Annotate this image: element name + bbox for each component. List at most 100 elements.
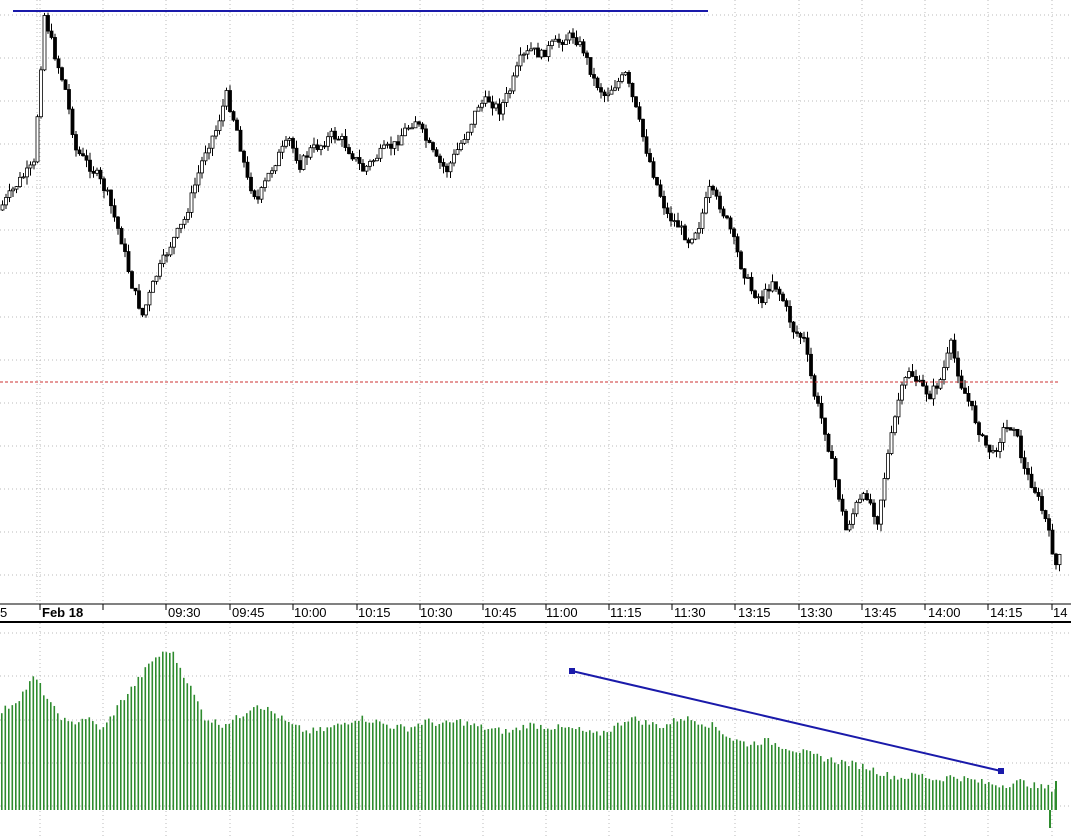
indicator-bar (1047, 784, 1050, 810)
candle (879, 499, 883, 532)
indicator-bar (1009, 787, 1011, 810)
indicator-bar (53, 705, 56, 810)
indicator-bar (316, 730, 318, 810)
candle (942, 360, 946, 385)
indicator-bar (918, 774, 920, 810)
indicator-bar (435, 725, 437, 810)
indicator-bar (711, 722, 714, 810)
candle (60, 66, 64, 82)
indicator-bar (452, 722, 455, 810)
indicator-bar (158, 656, 161, 810)
candle (935, 382, 939, 395)
candle (756, 293, 761, 304)
indicator-bar (1002, 785, 1004, 810)
indicator-bar (428, 718, 430, 810)
candle (606, 87, 610, 102)
candle (151, 280, 155, 293)
candle (1019, 430, 1023, 464)
indicator-bar (526, 728, 528, 810)
indicator-bar (669, 724, 672, 810)
candle (1054, 552, 1058, 570)
price-chart[interactable]: 5 Feb 18 09:30 09:45 10:00 10:15 10:30 10:45 11:… (0, 0, 1071, 620)
trend-line-handle[interactable] (998, 768, 1004, 774)
indicator-bar (991, 784, 994, 810)
indicator-bar (414, 726, 416, 810)
indicator-bar (561, 727, 563, 810)
indicator-bar (603, 730, 605, 810)
indicator-bar (148, 663, 150, 810)
candle (389, 136, 393, 156)
indicator-bar (795, 752, 798, 810)
indicator-bar (113, 715, 115, 810)
panel-divider[interactable] (0, 621, 1071, 623)
indicator-bar (515, 727, 518, 810)
indicator-bar (459, 719, 462, 810)
indicator-bar (680, 719, 682, 810)
candle (133, 287, 138, 296)
candle (896, 392, 901, 425)
candle (700, 208, 705, 234)
indicator-annotations[interactable] (569, 668, 1004, 774)
candle (914, 369, 918, 387)
candle (522, 52, 526, 63)
indicator-bar (732, 740, 735, 810)
candle (977, 420, 981, 442)
candle (28, 161, 33, 176)
indicator-bar (592, 732, 595, 810)
indicator-bar (319, 727, 322, 810)
candle (721, 206, 726, 219)
indicator-bar (631, 717, 633, 810)
price-grid (0, 0, 1071, 604)
candle (140, 307, 145, 318)
candle (819, 395, 824, 424)
candle (749, 272, 754, 295)
candle (392, 141, 397, 156)
candle (641, 118, 645, 142)
indicator-bar (627, 721, 630, 810)
candle (427, 137, 432, 144)
candle (329, 128, 334, 144)
indicator-bar (620, 725, 623, 810)
indicator-trend-line[interactable] (571, 670, 1002, 772)
candle (336, 136, 341, 141)
candle (434, 147, 439, 157)
indicator-bar (123, 700, 126, 810)
price-annotations[interactable] (0, 10, 1058, 383)
indicator-bar (662, 727, 665, 810)
candle (861, 491, 866, 502)
candle (690, 238, 694, 245)
candle (77, 146, 82, 156)
indicator-bar (704, 726, 707, 810)
candle (476, 104, 481, 112)
candle (420, 122, 425, 133)
candle (760, 290, 764, 309)
indicator-bar (568, 727, 570, 810)
indicator-bar (512, 729, 514, 810)
candle (483, 90, 488, 107)
indicator-bar (949, 775, 952, 810)
candle (441, 158, 446, 174)
candle (515, 61, 519, 78)
candle (49, 23, 54, 40)
candle (707, 179, 712, 203)
indicator-bar (963, 776, 966, 810)
indicator-bar (599, 735, 602, 810)
candle (438, 153, 442, 169)
indicator-bar (1049, 810, 1051, 828)
candle (658, 179, 663, 198)
indicator-bar (785, 748, 787, 810)
indicator-bar (333, 725, 336, 810)
indicator-bar (697, 724, 700, 810)
candle (259, 186, 264, 204)
candle (105, 187, 110, 196)
indicator-bar (165, 652, 168, 810)
indicator-bar (739, 740, 742, 810)
trend-line-handle[interactable] (569, 668, 575, 674)
candle (0, 200, 5, 211)
candle (620, 71, 624, 84)
candle (74, 131, 78, 157)
candle (459, 139, 463, 152)
indicator-bar (176, 662, 178, 810)
indicator-chart[interactable] (0, 623, 1071, 837)
